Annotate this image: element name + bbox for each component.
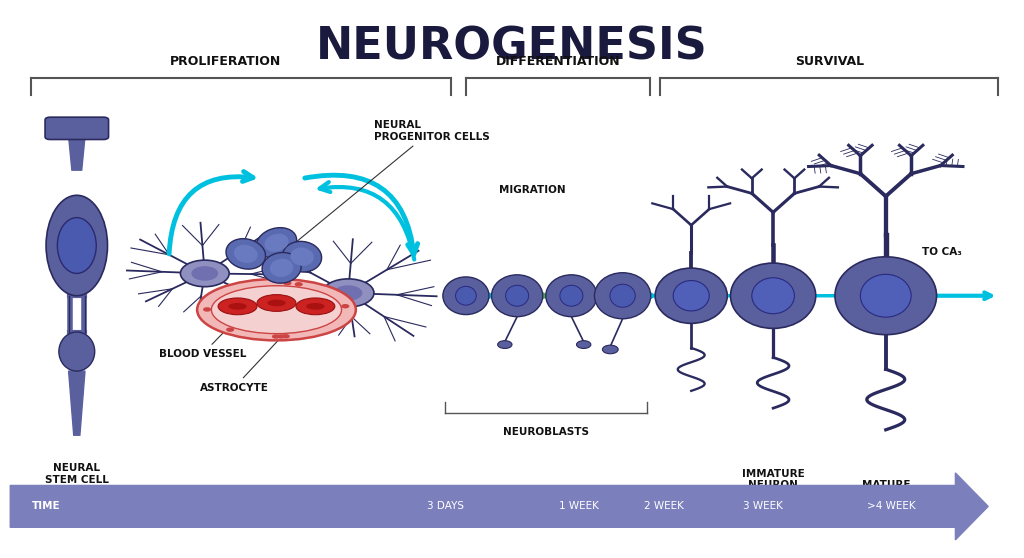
Ellipse shape (197, 279, 356, 340)
Text: TO CA₃: TO CA₃ (923, 247, 962, 257)
Text: >4 WEEK: >4 WEEK (866, 502, 915, 511)
Ellipse shape (267, 300, 286, 306)
Ellipse shape (283, 242, 322, 272)
Text: BLOOD VESSEL: BLOOD VESSEL (159, 312, 246, 359)
Ellipse shape (860, 275, 911, 317)
Ellipse shape (442, 277, 489, 315)
Ellipse shape (492, 275, 543, 317)
FancyBboxPatch shape (45, 117, 109, 140)
Ellipse shape (262, 253, 301, 283)
Circle shape (295, 282, 303, 286)
Ellipse shape (306, 303, 325, 310)
Text: SURVIVAL: SURVIVAL (795, 55, 864, 68)
Circle shape (334, 285, 362, 301)
Circle shape (271, 334, 280, 339)
Circle shape (276, 334, 285, 339)
Circle shape (180, 260, 229, 287)
Ellipse shape (257, 295, 296, 311)
Polygon shape (69, 137, 85, 170)
Polygon shape (69, 371, 85, 435)
Circle shape (602, 345, 618, 354)
Ellipse shape (46, 195, 108, 296)
Ellipse shape (291, 248, 313, 266)
Ellipse shape (594, 273, 651, 319)
Ellipse shape (673, 281, 710, 311)
Circle shape (323, 279, 374, 307)
Text: IMMATURE
NEURON: IMMATURE NEURON (741, 469, 805, 490)
Ellipse shape (256, 228, 297, 258)
Ellipse shape (228, 303, 247, 310)
Ellipse shape (610, 284, 635, 307)
Circle shape (498, 340, 512, 348)
Ellipse shape (456, 286, 476, 305)
FancyArrow shape (10, 473, 988, 540)
Text: MATURE
NEURON: MATURE NEURON (861, 480, 910, 502)
Ellipse shape (655, 268, 727, 324)
Circle shape (282, 334, 290, 339)
Ellipse shape (58, 332, 94, 371)
Circle shape (203, 307, 211, 312)
Ellipse shape (560, 285, 583, 306)
Text: NEURAL
STEM CELL: NEURAL STEM CELL (45, 463, 109, 485)
Text: 2 WEEK: 2 WEEK (644, 502, 683, 511)
Text: MIGRATION: MIGRATION (499, 185, 566, 195)
Text: 3 WEEK: 3 WEEK (743, 502, 782, 511)
Ellipse shape (752, 278, 795, 314)
Text: 3 DAYS: 3 DAYS (427, 502, 464, 511)
Text: PROLIFERATION: PROLIFERATION (170, 55, 281, 68)
Text: DIFFERENTIATION: DIFFERENTIATION (496, 55, 621, 68)
Ellipse shape (730, 263, 816, 328)
Text: TIME: TIME (32, 502, 60, 511)
Circle shape (577, 340, 591, 348)
Ellipse shape (211, 286, 342, 334)
Ellipse shape (226, 239, 265, 269)
Text: ASTROCYTE: ASTROCYTE (200, 290, 326, 393)
Ellipse shape (835, 257, 937, 335)
Circle shape (191, 266, 218, 281)
Ellipse shape (233, 245, 258, 263)
Ellipse shape (218, 298, 257, 315)
Text: NEURAL
PROGENITOR CELLS: NEURAL PROGENITOR CELLS (294, 120, 489, 244)
Circle shape (284, 281, 292, 286)
Text: NEUROGENESIS: NEUROGENESIS (316, 25, 708, 68)
Ellipse shape (264, 234, 289, 252)
Text: NEUROBLASTS: NEUROBLASTS (504, 427, 589, 437)
Ellipse shape (57, 218, 96, 273)
Text: 1 WEEK: 1 WEEK (559, 502, 598, 511)
Circle shape (226, 328, 234, 332)
Ellipse shape (506, 285, 528, 306)
Ellipse shape (270, 259, 293, 277)
Ellipse shape (546, 275, 597, 317)
Circle shape (341, 304, 349, 309)
Ellipse shape (296, 298, 335, 315)
